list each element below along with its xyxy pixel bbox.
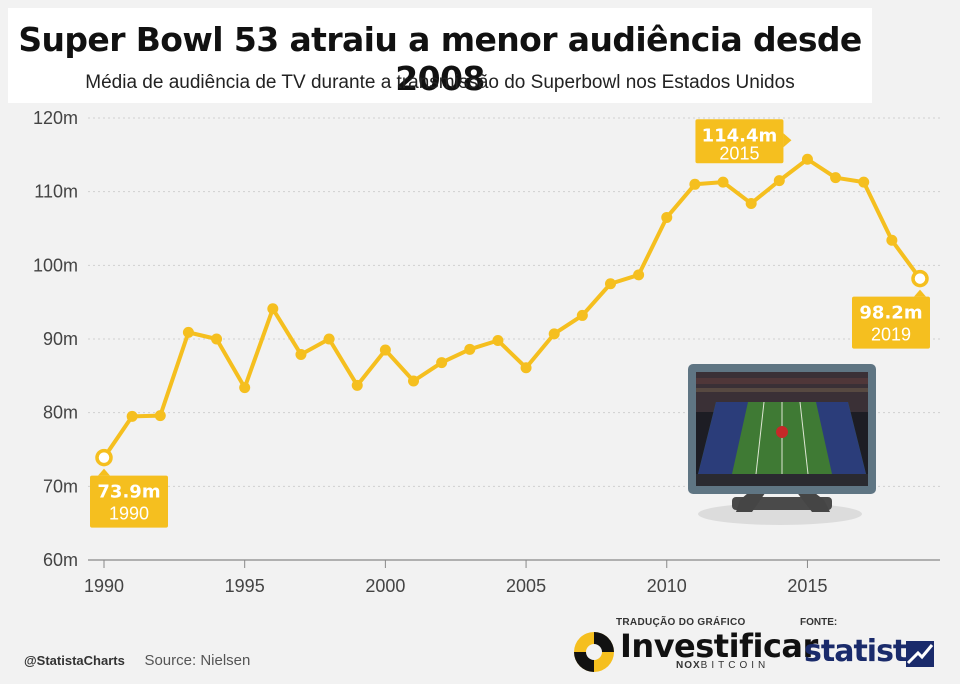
data-point [436, 357, 448, 369]
brand-name: Investificar [620, 627, 818, 665]
chart-title: Super Bowl 53 atraiu a menor audiência d… [18, 20, 862, 98]
y-tick-label: 80m [43, 403, 78, 423]
x-tick-label: 1990 [84, 576, 124, 596]
data-point [858, 176, 870, 188]
callout-tail [783, 133, 792, 148]
footer-left: @StatistaCharts Source: Nielsen [24, 652, 250, 669]
x-tick-label: 1995 [225, 576, 265, 596]
data-points [95, 153, 929, 467]
data-point [548, 328, 560, 340]
investificar-logo-icon [574, 632, 614, 672]
data-point [126, 410, 138, 422]
data-point [604, 278, 616, 290]
source-text: Source: Nielsen [144, 652, 251, 669]
y-tick-label: 60m [43, 550, 78, 570]
callout-value: 73.9m [97, 482, 160, 503]
data-point [830, 172, 842, 184]
data-point [267, 303, 279, 315]
y-axis: 60m 70m 80m 90m 100m 110m 120m [33, 108, 78, 570]
data-point [773, 175, 785, 187]
callout-tail [98, 468, 110, 476]
x-tick-label: 2010 [647, 576, 687, 596]
callout-year: 2019 [871, 325, 911, 345]
data-point [464, 343, 476, 355]
callout-box [695, 119, 784, 164]
x-axis: 1990 1995 2000 2005 2010 2015 [84, 560, 827, 596]
data-point [211, 333, 223, 345]
x-tick-label: 2005 [506, 576, 546, 596]
x-tick-label: 2000 [365, 576, 405, 596]
data-point [239, 382, 251, 394]
y-tick-label: 90m [43, 329, 78, 349]
data-point [886, 234, 898, 246]
y-tick-label: 110m [34, 182, 78, 202]
chart-subtitle: Média de audiência de TV durante a trans… [85, 72, 795, 93]
data-point [351, 379, 363, 391]
callout-box [90, 475, 168, 528]
callout-value: 98.2m [859, 303, 922, 324]
data-point [717, 176, 729, 188]
data-point [154, 410, 166, 422]
data-point [323, 333, 335, 345]
data-point [520, 362, 532, 374]
statista-handle: @StatistaCharts [24, 653, 125, 668]
data-point [745, 197, 757, 209]
data-point [911, 269, 929, 288]
title-box: Super Bowl 53 atraiu a menor audiência d… [8, 8, 872, 103]
data-point [295, 348, 307, 360]
callout-year: 1990 [109, 504, 149, 524]
y-tick-label: 120m [33, 108, 78, 128]
callout-value: 114.4m [702, 125, 778, 146]
data-point [182, 326, 194, 338]
callout-tail [914, 289, 926, 297]
source-label: FONTE: [800, 617, 838, 628]
statista-logo-icon [906, 641, 934, 667]
data-point [661, 211, 673, 223]
y-tick-label: 100m [33, 255, 78, 275]
translation-label: TRADUÇÃO DO GRÁFICO [616, 617, 746, 628]
x-tick-label: 2015 [787, 576, 827, 596]
data-point [633, 269, 645, 281]
data-point [576, 309, 588, 321]
data-point [801, 153, 813, 165]
callout-box [852, 296, 930, 349]
brand-sub-text: BITCOIN [700, 660, 770, 671]
series-line [102, 157, 922, 460]
tv-icon [688, 364, 876, 525]
data-point [492, 334, 504, 346]
data-point [689, 178, 701, 190]
brand-sub-bold: NOX [676, 660, 701, 671]
data-point [379, 344, 391, 356]
callout-year: 2015 [719, 143, 759, 163]
y-tick-label: 70m [43, 476, 78, 496]
data-point [408, 375, 420, 387]
brand-subtitle: NOXBITCOIN [676, 660, 769, 671]
data-point [95, 448, 113, 467]
